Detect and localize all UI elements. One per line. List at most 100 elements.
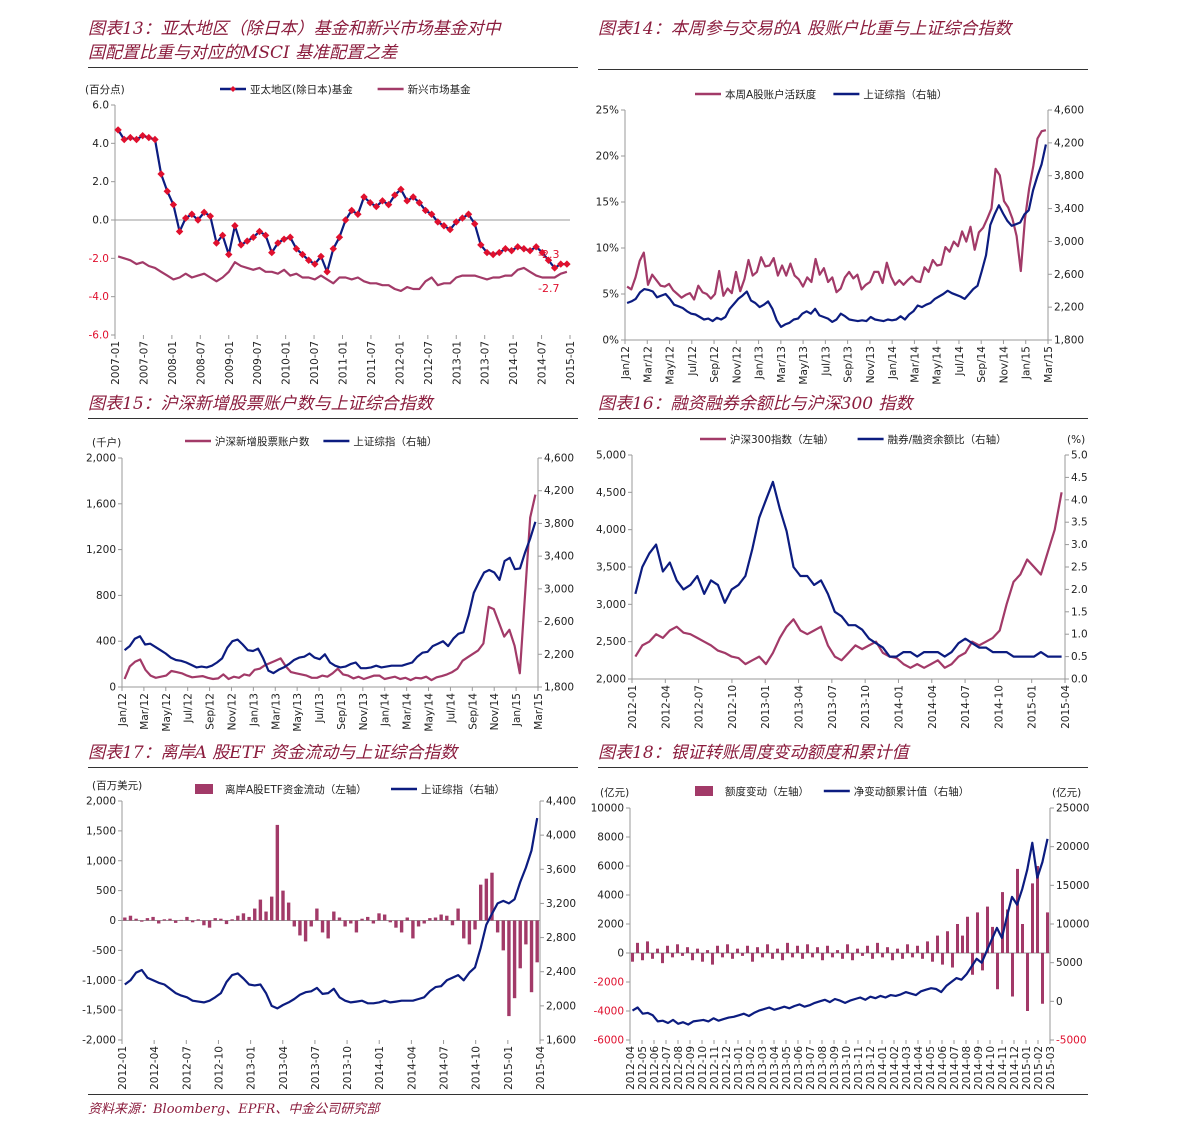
c16-series-line-0	[634, 492, 1063, 669]
c13-point	[255, 227, 264, 236]
c14-xtick-label: Jul/13	[820, 346, 832, 377]
c13-point	[274, 239, 282, 247]
c18-bar	[646, 941, 649, 953]
c17-bar	[253, 908, 257, 921]
c18-ytick-label: 6000	[597, 861, 624, 873]
c18-xtick-label: 2014-10	[985, 1046, 997, 1090]
c13-point	[200, 208, 208, 217]
c18-bar	[1021, 924, 1024, 953]
c17-ytick-label: 1,000	[86, 855, 116, 867]
c18-xtick-label: 2015-03	[1045, 1046, 1057, 1090]
c13-point	[280, 235, 288, 243]
c15-xtick-label: Jan/13	[248, 693, 260, 727]
c13-point	[495, 248, 503, 257]
c15-xtick-label: Sep/12	[205, 693, 217, 730]
c13-xtick-label: 2012-07	[423, 341, 435, 385]
c17-bar	[236, 915, 240, 921]
c17-ytick-label: -1,500	[82, 1005, 116, 1017]
c18-xtick-label: 2013-03	[757, 1046, 769, 1090]
c15-series-line-0	[123, 494, 537, 682]
c17-bar	[377, 913, 381, 921]
c17-bar	[202, 920, 206, 926]
c18-xtick-label: 2014-07	[949, 1046, 961, 1090]
c13-point	[114, 126, 122, 134]
c18-bar	[751, 953, 754, 962]
c17-bar	[196, 919, 200, 921]
c13-ytick-label: 4.0	[92, 138, 109, 150]
c13-point	[138, 131, 147, 140]
c18-series-line-1	[631, 838, 1049, 1026]
c18-bar	[1026, 953, 1029, 1011]
c16-xtick-label: 2012-10	[727, 685, 739, 729]
c13-point	[163, 187, 171, 195]
c17-bar	[213, 918, 217, 921]
c18-bar	[1011, 953, 1014, 997]
c15-xtick-label: Sep/13	[336, 693, 348, 730]
c16-y2tick-label: 3.5	[1071, 517, 1088, 529]
c17-ytick-label: -2,000	[82, 1035, 116, 1047]
c15-ytick-label: 1,200	[86, 544, 116, 556]
c13-point	[391, 191, 399, 199]
c17-bar	[207, 920, 212, 928]
c18-y2tick-label: 0	[1056, 996, 1063, 1008]
c15-xtick-label: May/12	[161, 693, 173, 732]
c13-xtick-label: 2014-07	[537, 341, 549, 385]
c13-ytick-label: 0.0	[92, 215, 109, 227]
c18-bar	[936, 935, 939, 953]
c18-bar	[906, 944, 909, 953]
chart16-title-line1: 图表16：融资融券余额比与沪深300 指数	[598, 394, 913, 414]
c13-point	[440, 222, 448, 230]
c18-y2tick-label: 20000	[1056, 841, 1089, 853]
c17-bar	[145, 918, 150, 921]
c18-xtick-label: 2014-06	[937, 1046, 949, 1090]
c17-bar	[281, 890, 285, 921]
chart13: 6.0 4.0 2.0 0.0 -2.0 -4.0 -6.0 (百分点) 2007-01 2007…	[85, 83, 577, 385]
c17-bar	[478, 884, 483, 921]
c18-xtick-label: 2012-12	[721, 1046, 733, 1090]
c17-legend-label: 离岸A股ETF资金流动（左轴）	[225, 783, 367, 796]
c14-xtick-label: Sep/12	[709, 346, 721, 383]
c17-bar	[456, 908, 460, 921]
c16-legend-label: 融券/融资余额比（右轴）	[888, 433, 1007, 446]
c18-bar	[876, 942, 879, 953]
c13-point	[249, 233, 258, 241]
c14-legend-label: 本周A股账户活跃度	[725, 88, 817, 101]
c13-point	[415, 199, 424, 207]
c16-xtick-label: 2014-01	[893, 685, 905, 729]
c18-bar	[631, 953, 634, 962]
c17-bar	[343, 920, 347, 927]
c18-ytick-label: -2000	[593, 977, 624, 989]
c17-ytick-label: 1,500	[86, 825, 116, 837]
c15-xtick-label: Jul/12	[183, 693, 195, 724]
c18-xtick-label: 2013-10	[841, 1046, 853, 1090]
chart13-title-line1: 图表13：亚太地区（除日本）基金和新兴市场基金对中	[88, 19, 501, 39]
c13-point	[225, 250, 233, 259]
c17-bar	[439, 914, 443, 921]
c16-series-line-1	[634, 480, 1062, 658]
c14-xtick-label: Mar/14	[909, 346, 921, 383]
c18-xtick-label: 2013-12	[865, 1046, 877, 1090]
c17-ytick-label: -1,000	[82, 975, 116, 987]
c13-xtick-label: 2011-01	[338, 341, 350, 385]
chart17-title-line1: 图表17：离岸A 股ETF 资金流动与上证综合指数	[88, 743, 458, 763]
c14-xtick-label: Jul/12	[687, 346, 699, 377]
c16-xtick-label: 2013-01	[760, 685, 772, 729]
c16-xtick-label: 2014-10	[993, 685, 1005, 729]
c17-xtick-label: 2012-04	[149, 1046, 161, 1090]
c18-bar	[651, 953, 654, 959]
c13-ytick-label: -6.0	[89, 330, 110, 342]
c17-bar	[128, 915, 133, 921]
c18-xtick-label: 2014-04	[913, 1046, 925, 1090]
c18-bar	[731, 953, 734, 959]
c18-xtick-label: 2013-02	[745, 1046, 757, 1090]
c17-bar	[388, 920, 393, 923]
c13-point	[194, 216, 202, 224]
c18-bar	[771, 953, 774, 959]
chart17: 2,000 1,500 1,000 500 0 -500 -1,000 -1,500 -2,00…	[82, 779, 576, 1090]
c13-point	[446, 225, 454, 234]
c13-point	[421, 206, 430, 215]
c13-point	[464, 210, 473, 218]
c17-bar	[473, 920, 477, 930]
c14-y2tick-label: 3,800	[1054, 170, 1084, 182]
c18-bar	[966, 916, 969, 953]
